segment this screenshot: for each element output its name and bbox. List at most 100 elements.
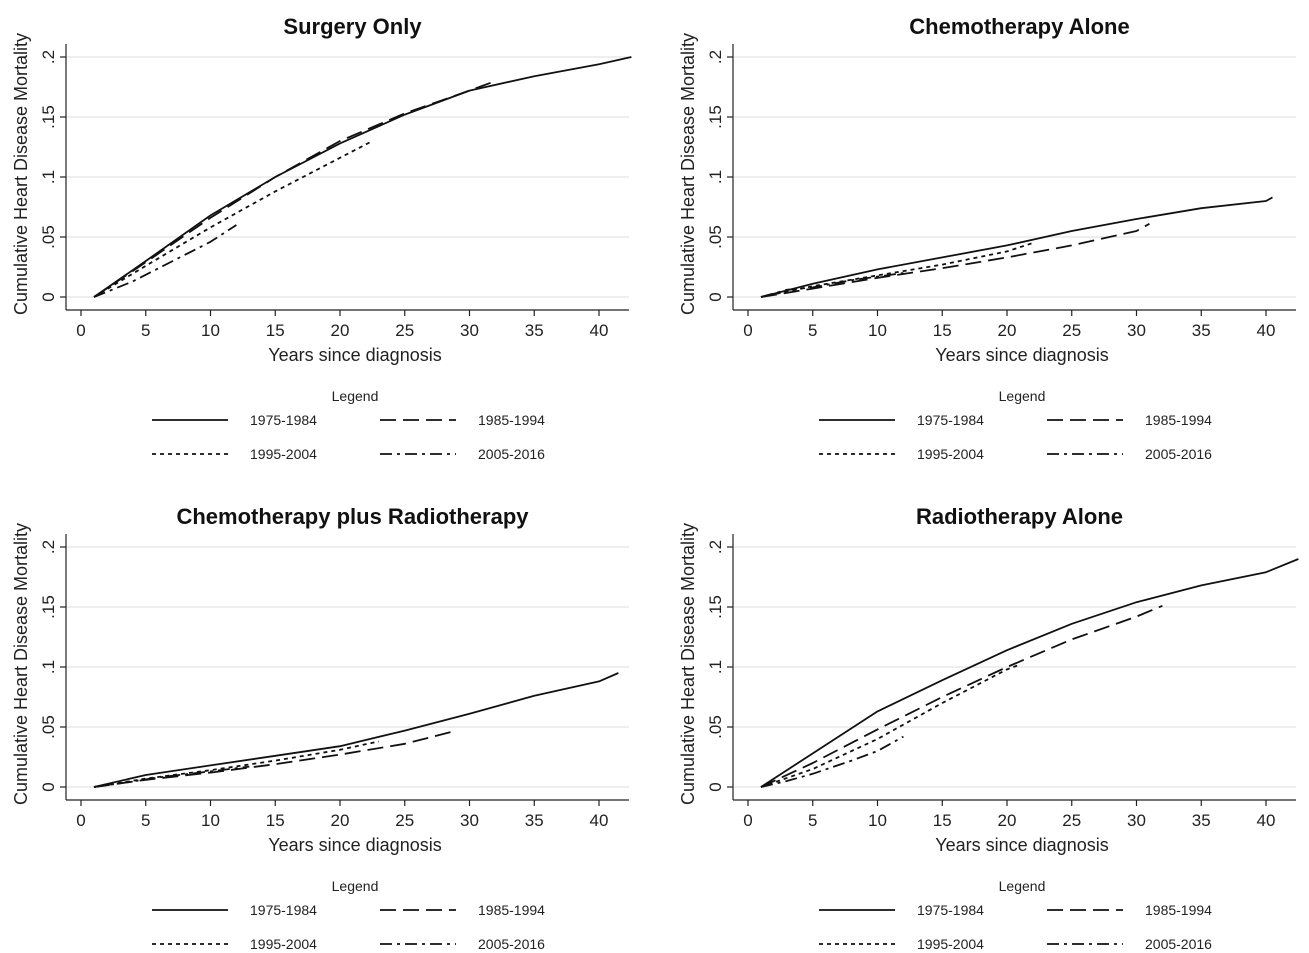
chart-panel-2: Chemotherapy Alone 0 .05 .1 .15 .2 0 5 10 15 20 25 3… bbox=[678, 14, 1296, 462]
x-tick-label: 10 bbox=[201, 321, 220, 340]
legend-label: 1985-1994 bbox=[1145, 412, 1212, 428]
legend: Legend 1975-1984 1985-1994 1995-2004 2005-20… bbox=[152, 388, 545, 462]
x-axis-label: Years since diagnosis bbox=[268, 835, 441, 855]
series-line-1975-1984 bbox=[760, 558, 1299, 788]
legend-label: 1975-1984 bbox=[917, 902, 984, 918]
y-tick-label: .1 bbox=[39, 660, 58, 674]
legend: Legend 1975-1984 1985-1994 1995-2004 2005-20… bbox=[152, 878, 545, 952]
series-line-2005-2016 bbox=[760, 735, 904, 788]
x-tick-label: 40 bbox=[1257, 321, 1276, 340]
y-tick-label: .2 bbox=[39, 50, 58, 64]
y-tick-label: .15 bbox=[706, 105, 725, 129]
x-tick-label: 35 bbox=[525, 811, 544, 830]
legend-label: 1995-2004 bbox=[917, 936, 984, 952]
chart-panel-4: Radiotherapy Alone 0 .05 .1 .15 .2 0 5 10 15 20 25 3… bbox=[678, 504, 1299, 952]
x-tick-label: 5 bbox=[141, 321, 150, 340]
y-tick-label: .15 bbox=[39, 595, 58, 619]
legend-title: Legend bbox=[999, 878, 1046, 894]
y-tick-label: .15 bbox=[706, 595, 725, 619]
x-tick-label: 35 bbox=[1192, 321, 1211, 340]
y-tick-label: .1 bbox=[39, 170, 58, 184]
x-tick-label: 20 bbox=[331, 811, 350, 830]
series-line-1975-1984 bbox=[760, 196, 1273, 298]
x-tick-label: 5 bbox=[141, 811, 150, 830]
legend-label: 2005-2016 bbox=[1145, 446, 1212, 462]
x-axis-label: Years since diagnosis bbox=[268, 345, 441, 365]
x-tick-label: 25 bbox=[395, 321, 414, 340]
x-tick-label: 0 bbox=[76, 811, 85, 830]
y-tick-label: 0 bbox=[706, 292, 725, 301]
y-tick-label: 0 bbox=[39, 782, 58, 791]
legend-label: 1985-1994 bbox=[478, 412, 545, 428]
x-tick-label: 15 bbox=[933, 321, 952, 340]
x-tick-label: 0 bbox=[743, 321, 752, 340]
series-line-2005-2016 bbox=[93, 765, 250, 788]
x-tick-label: 5 bbox=[808, 811, 817, 830]
chart-title: Radiotherapy Alone bbox=[916, 504, 1123, 529]
legend-label: 2005-2016 bbox=[478, 936, 545, 952]
legend-label: 1995-2004 bbox=[250, 936, 317, 952]
series-line-1985-1994 bbox=[760, 223, 1150, 298]
legend-label: 1995-2004 bbox=[250, 446, 317, 462]
y-tick-label: .2 bbox=[706, 50, 725, 64]
y-tick-label: .05 bbox=[39, 715, 58, 739]
x-tick-label: 15 bbox=[266, 321, 285, 340]
x-tick-label: 10 bbox=[868, 321, 887, 340]
x-tick-label: 35 bbox=[1192, 811, 1211, 830]
legend-label: 1975-1984 bbox=[917, 412, 984, 428]
y-tick-label: 0 bbox=[706, 782, 725, 791]
legend: Legend 1975-1984 1985-1994 1995-2004 2005-20… bbox=[819, 388, 1212, 462]
x-tick-label: 20 bbox=[998, 811, 1017, 830]
legend-label: 1985-1994 bbox=[1145, 902, 1212, 918]
y-axis-label: Cumulative Heart Disease Mortality bbox=[11, 33, 31, 315]
legend-title: Legend bbox=[332, 388, 379, 404]
x-tick-label: 20 bbox=[331, 321, 350, 340]
x-tick-label: 30 bbox=[1127, 321, 1146, 340]
x-tick-label: 5 bbox=[808, 321, 817, 340]
series-line-2005-2016 bbox=[760, 272, 904, 298]
series-line-1975-1984 bbox=[93, 672, 619, 788]
x-tick-label: 25 bbox=[1062, 811, 1081, 830]
series-line-1995-2004 bbox=[93, 140, 373, 298]
chart-title: Chemotherapy plus Radiotherapy bbox=[176, 504, 529, 529]
chart-title: Chemotherapy Alone bbox=[909, 14, 1129, 39]
legend-label: 1975-1984 bbox=[250, 412, 317, 428]
legend-label: 1995-2004 bbox=[917, 446, 984, 462]
chart-panel-1: Surgery Only 0 .05 .1 .15 .2 0 5 10 15 20 25 30 35 40 Y… bbox=[11, 14, 632, 462]
y-tick-label: .2 bbox=[706, 540, 725, 554]
y-tick-label: .05 bbox=[706, 225, 725, 249]
x-tick-label: 25 bbox=[1062, 321, 1081, 340]
x-tick-label: 30 bbox=[460, 811, 479, 830]
x-tick-label: 40 bbox=[590, 321, 609, 340]
x-tick-label: 40 bbox=[1257, 811, 1276, 830]
y-tick-label: .1 bbox=[706, 660, 725, 674]
x-tick-label: 15 bbox=[933, 811, 952, 830]
legend-label: 1975-1984 bbox=[250, 902, 317, 918]
x-tick-label: 30 bbox=[1127, 811, 1146, 830]
x-tick-label: 35 bbox=[525, 321, 544, 340]
x-tick-label: 0 bbox=[76, 321, 85, 340]
legend-label: 1985-1994 bbox=[478, 902, 545, 918]
legend-title: Legend bbox=[999, 388, 1046, 404]
y-tick-label: .15 bbox=[39, 105, 58, 129]
chart-panel-3: Chemotherapy plus Radiotherapy 0 .05 .1 .15.… bbox=[11, 504, 629, 952]
series-line-1985-1994 bbox=[760, 604, 1163, 788]
x-tick-label: 0 bbox=[743, 811, 752, 830]
y-axis-label: Cumulative Heart Disease Mortality bbox=[678, 523, 698, 805]
legend-title: Legend bbox=[332, 878, 379, 894]
x-tick-label: 30 bbox=[460, 321, 479, 340]
x-tick-label: 10 bbox=[201, 811, 220, 830]
y-axis-label: Cumulative Heart Disease Mortality bbox=[11, 523, 31, 805]
series-line-1975-1984 bbox=[93, 56, 632, 298]
x-axis-label: Years since diagnosis bbox=[935, 345, 1108, 365]
legend-label: 2005-2016 bbox=[1145, 936, 1212, 952]
y-axis-label: Cumulative Heart Disease Mortality bbox=[678, 33, 698, 315]
x-tick-label: 40 bbox=[590, 811, 609, 830]
y-tick-label: .1 bbox=[706, 170, 725, 184]
x-tick-label: 20 bbox=[998, 321, 1017, 340]
x-tick-label: 25 bbox=[395, 811, 414, 830]
x-axis-label: Years since diagnosis bbox=[935, 835, 1108, 855]
y-tick-label: 0 bbox=[39, 292, 58, 301]
x-tick-label: 10 bbox=[868, 811, 887, 830]
